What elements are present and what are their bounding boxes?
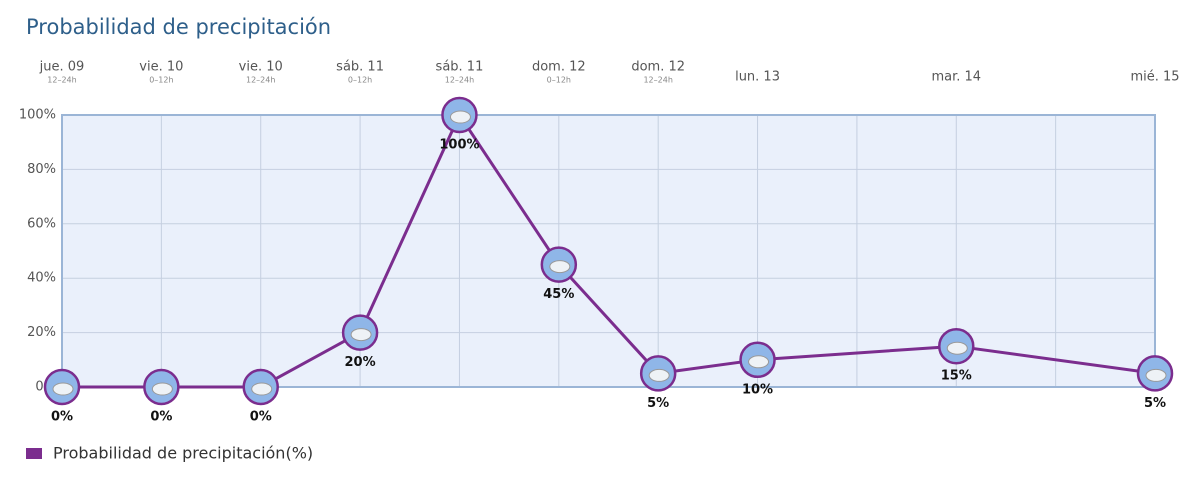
line-segment bbox=[557, 263, 660, 375]
cloud-icon bbox=[549, 260, 571, 274]
x-tick-label: mar. 14 bbox=[931, 70, 981, 85]
y-tick-label: 60% bbox=[27, 216, 56, 231]
y-tick-label: 100% bbox=[19, 108, 56, 123]
cloud-icon bbox=[648, 368, 670, 382]
x-tick-sublabel: 12–24h bbox=[47, 76, 76, 85]
line-segment bbox=[756, 344, 958, 362]
line-segment bbox=[259, 331, 362, 389]
x-tick-label: jue. 09 bbox=[39, 60, 85, 75]
data-label: 10% bbox=[742, 382, 773, 397]
x-tick-sublabel: 12–24h bbox=[246, 76, 275, 85]
data-label: 0% bbox=[150, 410, 172, 425]
cloud-icon bbox=[946, 341, 968, 355]
legend-swatch bbox=[26, 448, 42, 459]
x-tick-label: dom. 12 bbox=[631, 60, 685, 75]
cloud-icon bbox=[1145, 368, 1167, 382]
line-segment bbox=[457, 113, 561, 267]
y-tick-label: 20% bbox=[27, 325, 56, 340]
x-tick-label: sáb. 11 bbox=[436, 60, 484, 75]
line-segment bbox=[954, 344, 1157, 375]
cloud-icon bbox=[52, 382, 74, 396]
cloud-icon bbox=[748, 355, 770, 369]
data-label: 0% bbox=[51, 410, 73, 425]
data-label: 0% bbox=[250, 410, 272, 425]
x-tick-sublabel: 0–12h bbox=[547, 76, 571, 85]
plot-border bbox=[61, 114, 1156, 388]
plot-area bbox=[62, 115, 1155, 387]
data-label: 15% bbox=[941, 369, 972, 384]
line-segment bbox=[358, 113, 461, 335]
legend-label: Probabilidad de precipitación(%) bbox=[53, 444, 313, 463]
data-label: 100% bbox=[439, 138, 479, 153]
y-tick-label: 80% bbox=[27, 162, 56, 177]
x-tick-sublabel: 0–12h bbox=[149, 76, 173, 85]
x-tick-label: mié. 15 bbox=[1130, 70, 1179, 85]
data-label: 45% bbox=[543, 287, 574, 302]
x-tick-label: vie. 10 bbox=[239, 60, 283, 75]
x-tick-sublabel: 12–24h bbox=[445, 76, 474, 85]
data-label: 5% bbox=[1144, 396, 1166, 411]
x-tick-label: vie. 10 bbox=[139, 60, 183, 75]
x-tick-label: dom. 12 bbox=[532, 60, 586, 75]
cloud-icon bbox=[449, 110, 471, 124]
data-label: 20% bbox=[345, 355, 376, 370]
cloud-icon bbox=[251, 382, 273, 396]
cloud-icon bbox=[151, 382, 173, 396]
x-tick-sublabel: 0–12h bbox=[348, 76, 372, 85]
cloud-icon bbox=[350, 328, 372, 342]
data-label: 5% bbox=[647, 396, 669, 411]
y-tick-label: 40% bbox=[27, 271, 56, 286]
chart-title: Probabilidad de precipitación bbox=[26, 15, 331, 39]
x-tick-sublabel: 12–24h bbox=[643, 76, 672, 85]
x-tick-label: lun. 13 bbox=[735, 70, 780, 85]
x-tick-label: sáb. 11 bbox=[336, 60, 384, 75]
